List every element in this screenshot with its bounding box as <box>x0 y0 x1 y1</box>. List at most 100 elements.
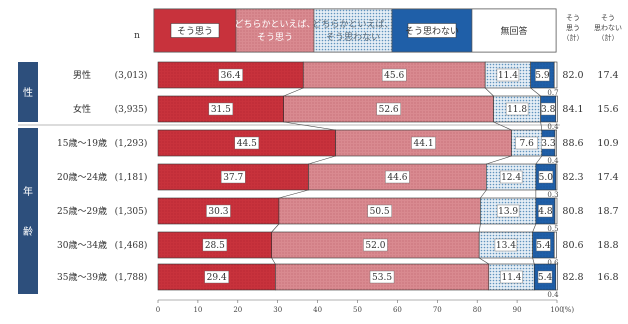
data-label: 44.1 <box>414 139 434 149</box>
x-tick-label: 80 <box>473 306 482 314</box>
data-label-box <box>537 270 553 284</box>
legend-label-box <box>407 23 457 38</box>
connector-line <box>478 223 481 233</box>
bar-segment <box>480 197 537 225</box>
connector-line <box>540 121 543 131</box>
connector-line <box>308 155 336 165</box>
bar-segment <box>553 61 558 89</box>
x-tick-label: 0 <box>156 306 160 314</box>
connector-line <box>278 189 309 199</box>
bar-row: 30.3 50.5 13.9 4.8 0.5 <box>157 197 559 233</box>
connector-line <box>283 87 304 97</box>
data-label: 44.5 <box>237 139 257 149</box>
legend-label: 無回答 <box>500 25 527 37</box>
connector-line <box>271 257 276 265</box>
bar-row: 31.5 52.6 11.8 3.8 0.4 <box>157 95 559 131</box>
category-label: 35歳～39歳 <box>57 271 107 283</box>
category-label: 男性 <box>73 69 91 81</box>
summary-disagree-value: 17.4 <box>597 70 618 81</box>
data-label: 28.5 <box>205 241 225 251</box>
summary-header: （計） <box>598 33 619 42</box>
data-label: 11.4 <box>498 71 518 81</box>
data-label-box <box>234 136 259 150</box>
summary-agree-value: 82.8 <box>562 272 583 283</box>
bar-row: 36.4 45.6 11.4 5.9 0.7 <box>157 61 559 97</box>
bar-row: 44.5 44.1 7.6 3.3 0.4 <box>157 129 559 165</box>
x-tick-label: 100 <box>550 306 563 314</box>
data-label: 5.0 <box>539 173 554 183</box>
summary-agree-value: 82.3 <box>562 172 583 183</box>
category-label: 30歳～34歳 <box>57 239 107 251</box>
legend-label: どちらかといえば、 <box>234 19 315 30</box>
data-label: 0.4 <box>547 123 559 131</box>
category-label: 20歳～24歳 <box>57 171 107 183</box>
n-value: (1,293) <box>115 138 148 149</box>
data-label: 11.8 <box>507 105 527 115</box>
data-label-box <box>367 204 392 218</box>
legend-swatch <box>235 8 315 53</box>
connector-line <box>532 257 535 265</box>
data-label: 0.4 <box>547 157 559 165</box>
n-header: n <box>134 31 140 41</box>
connector-line <box>535 155 543 165</box>
data-label: 31.5 <box>211 105 231 115</box>
group-label-text: 年 <box>23 185 33 198</box>
bar-row: 28.5 52.0 13.4 5.4 0.6 <box>157 231 559 267</box>
data-label: 5.9 <box>535 71 550 81</box>
summary-agree-value: 82.0 <box>562 70 583 81</box>
legend-label: そう思わない <box>405 26 459 37</box>
legend-item: そう思わない <box>391 8 473 53</box>
summary-header: 思う <box>566 24 580 32</box>
category-label: 15歳～19歳 <box>57 137 107 149</box>
bar-segment <box>555 95 558 123</box>
data-label-box <box>494 238 518 252</box>
legend-label: そう思う <box>177 26 213 37</box>
data-label: 12.4 <box>501 173 521 183</box>
data-label-box <box>382 68 407 82</box>
data-label-box <box>515 136 538 150</box>
summary-disagree-value: 10.9 <box>597 138 618 149</box>
x-tick-label: 50 <box>353 306 362 314</box>
x-tick-label: 90 <box>513 306 522 314</box>
n-value: (1,468) <box>115 240 148 251</box>
data-label: 0.3 <box>547 191 558 199</box>
data-label-box <box>496 204 520 218</box>
connector-line <box>530 87 541 97</box>
legend-label-box <box>170 23 220 38</box>
data-label: 37.7 <box>223 173 243 183</box>
data-label-box <box>496 68 520 82</box>
summary-header: そう <box>566 14 580 22</box>
n-value: (3,013) <box>115 70 148 81</box>
category-label: 25歳～29歳 <box>57 205 107 217</box>
legend-label: どちらかといえば、 <box>312 19 393 30</box>
group-label-text: 齢 <box>23 225 33 238</box>
n-value: (1,181) <box>115 172 148 183</box>
summary-header: （計） <box>563 33 584 42</box>
legend-swatch <box>471 8 557 53</box>
data-label-box <box>499 170 523 184</box>
data-label-box <box>536 238 551 252</box>
bar-row: 29.4 53.5 11.4 5.4 0.4 <box>157 263 559 299</box>
summary-disagree-value: 17.4 <box>597 172 618 183</box>
data-label: 3.3 <box>541 139 556 149</box>
connector-line <box>271 223 280 233</box>
category-label: 女性 <box>73 103 91 115</box>
x-tick-label: 20 <box>233 306 242 314</box>
connector-line <box>480 189 487 199</box>
data-label: 4.8 <box>538 207 553 217</box>
bar-segment <box>554 197 558 225</box>
connector-line <box>479 257 489 265</box>
bar-segment <box>554 129 557 157</box>
data-label-box <box>202 238 228 252</box>
summary-header: 思わない <box>594 24 622 32</box>
x-tick-label: 10 <box>193 306 202 314</box>
legend-swatch <box>153 8 237 53</box>
data-label-box <box>385 170 410 184</box>
data-label-box <box>541 102 556 116</box>
summary-header: そう <box>601 14 615 22</box>
data-label-box <box>363 238 388 252</box>
legend-item: そう思う <box>153 8 237 53</box>
data-label-box <box>376 102 401 116</box>
n-value: (1,305) <box>115 206 148 217</box>
